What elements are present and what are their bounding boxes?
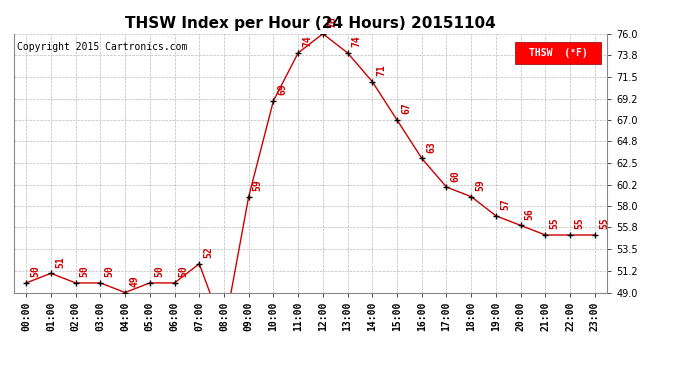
- Text: 50: 50: [179, 266, 188, 278]
- Text: 74: 74: [302, 36, 313, 47]
- FancyBboxPatch shape: [515, 42, 601, 63]
- Text: 60: 60: [451, 170, 461, 182]
- Text: Copyright 2015 Cartronics.com: Copyright 2015 Cartronics.com: [17, 42, 187, 51]
- Text: THSW  (°F): THSW (°F): [529, 48, 588, 57]
- Text: 51: 51: [55, 256, 65, 268]
- Title: THSW Index per Hour (24 Hours) 20151104: THSW Index per Hour (24 Hours) 20151104: [125, 16, 496, 31]
- Text: 69: 69: [277, 84, 288, 95]
- Text: 50: 50: [30, 266, 40, 278]
- Text: 50: 50: [154, 266, 164, 278]
- Text: 63: 63: [426, 141, 436, 153]
- Text: 50: 50: [104, 266, 115, 278]
- Text: 55: 55: [574, 218, 584, 229]
- Text: 55: 55: [599, 218, 609, 229]
- Text: 71: 71: [377, 64, 386, 76]
- Text: 45: 45: [0, 374, 1, 375]
- Text: 52: 52: [204, 246, 213, 258]
- Text: 49: 49: [129, 275, 139, 287]
- Text: 76: 76: [327, 16, 337, 28]
- Text: 56: 56: [525, 208, 535, 220]
- Text: 57: 57: [500, 198, 510, 210]
- Text: 59: 59: [475, 179, 485, 191]
- Text: 74: 74: [352, 36, 362, 47]
- Text: 67: 67: [401, 103, 411, 114]
- Text: 55: 55: [549, 218, 560, 229]
- Text: 59: 59: [253, 179, 263, 191]
- Text: 50: 50: [80, 266, 90, 278]
